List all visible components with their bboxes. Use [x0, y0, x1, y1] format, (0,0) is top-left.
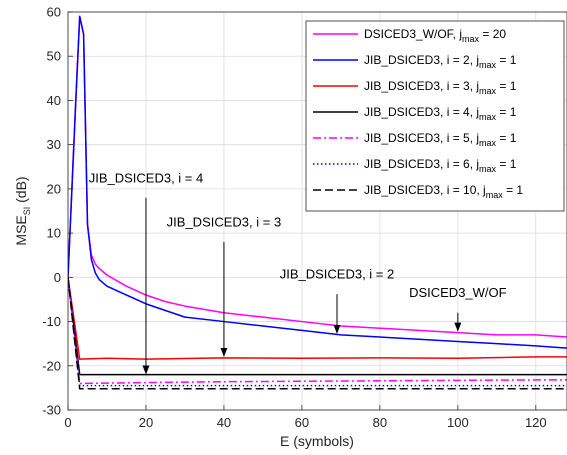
legend-label-tail: = 1 [496, 157, 517, 171]
legend-label-tail: = 1 [496, 79, 517, 93]
y-tick-label: 60 [47, 5, 61, 20]
legend-label-main: JIB_DSICED3, i = 4, j [364, 105, 479, 119]
y-axis-label: MSESI (dB) [13, 176, 32, 245]
legend-label-tail: = 1 [503, 183, 524, 197]
series-line-5 [68, 277, 567, 385]
y-tick-label: 30 [47, 137, 61, 152]
plot-frame [67, 11, 567, 411]
x-tick-label: 120 [525, 415, 547, 430]
legend-label-sub: max [479, 112, 497, 122]
legend-label-tail: = 1 [496, 53, 517, 67]
x-tick-label: 60 [295, 415, 309, 430]
legend-label-main: DSICED3_W/OF, j [364, 27, 462, 41]
x-axis-label: E (symbols) [280, 433, 354, 449]
y-axis-label-sub: SI [22, 207, 32, 216]
y-tick-label: -30 [42, 403, 61, 418]
annotation-label-2: JIB_DSICED3, i = 3 [167, 214, 282, 229]
y-tick-label: -10 [42, 314, 61, 329]
legend-label-sub: max [479, 60, 497, 70]
legend-label-main: JIB_DSICED3, i = 10, j [364, 183, 486, 197]
annotation-label-4: DSICED3_W/OF [409, 285, 507, 300]
x-tick-label: 80 [373, 415, 387, 430]
x-tick-label: 0 [64, 415, 71, 430]
annotations: JIB_DSICED3, i = 4 JIB_DSICED3, i = 3 JIB_… [89, 170, 507, 375]
y-axis-label-unit: (dB) [13, 176, 29, 206]
series-line-4 [68, 277, 567, 376]
legend-label-main: JIB_DSICED3, i = 2, j [364, 53, 479, 67]
y-tick-label: 40 [47, 93, 61, 108]
series-line-2 [68, 15, 567, 349]
series-line-7 [68, 277, 567, 390]
series-line-3 [68, 277, 567, 360]
legend-label-sub: max [479, 164, 497, 174]
x-tick-label: 100 [447, 415, 469, 430]
legend-label-3: JIB_DSICED3, i = 3, jmax = 1 [364, 79, 517, 96]
annotation-label-3: JIB_DSICED3, i = 2 [280, 267, 395, 282]
ticks: 0 20 40 60 80 100 120 -30 -20 -10 0 10 20 30 40 50 60 [42, 5, 546, 431]
y-tick-label: 20 [47, 181, 61, 196]
legend-label-2: JIB_DSICED3, i = 2, jmax = 1 [364, 53, 517, 70]
x-tick-label: 20 [139, 415, 153, 430]
legend-label-4: JIB_DSICED3, i = 4, jmax = 1 [364, 105, 517, 122]
legend-label-tail: = 20 [479, 27, 506, 41]
legend-label-tail: = 1 [496, 131, 517, 145]
y-tick-label: 10 [47, 226, 61, 241]
legend-label-6: JIB_DSICED3, i = 6, jmax = 1 [364, 157, 517, 174]
legend-label-main: JIB_DSICED3, i = 5, j [364, 131, 479, 145]
annotation-label-1: JIB_DSICED3, i = 4 [89, 170, 204, 185]
legend-label-main: JIB_DSICED3, i = 3, j [364, 79, 479, 93]
legend-label-sub: max [479, 138, 497, 148]
x-tick-label: 40 [217, 415, 231, 430]
y-tick-label: 50 [47, 49, 61, 64]
legend-label-5: JIB_DSICED3, i = 5, jmax = 1 [364, 131, 517, 148]
legend-label-1: DSICED3_W/OF, jmax = 20 [364, 27, 506, 44]
legend-label-tail: = 1 [496, 105, 517, 119]
legend-label-main: JIB_DSICED3, i = 6, j [364, 157, 479, 171]
y-axis-label-main: MSE [13, 215, 29, 245]
legend-box [305, 20, 565, 212]
legend-label-7: JIB_DSICED3, i = 10, jmax = 1 [364, 183, 523, 200]
legend-label-sub: max [479, 86, 497, 96]
y-tick-label: -20 [42, 358, 61, 373]
y-tick-label: 0 [54, 270, 61, 285]
legend-label-sub: max [486, 190, 504, 200]
series-layer [68, 15, 567, 390]
legend-label-sub: max [462, 34, 480, 44]
